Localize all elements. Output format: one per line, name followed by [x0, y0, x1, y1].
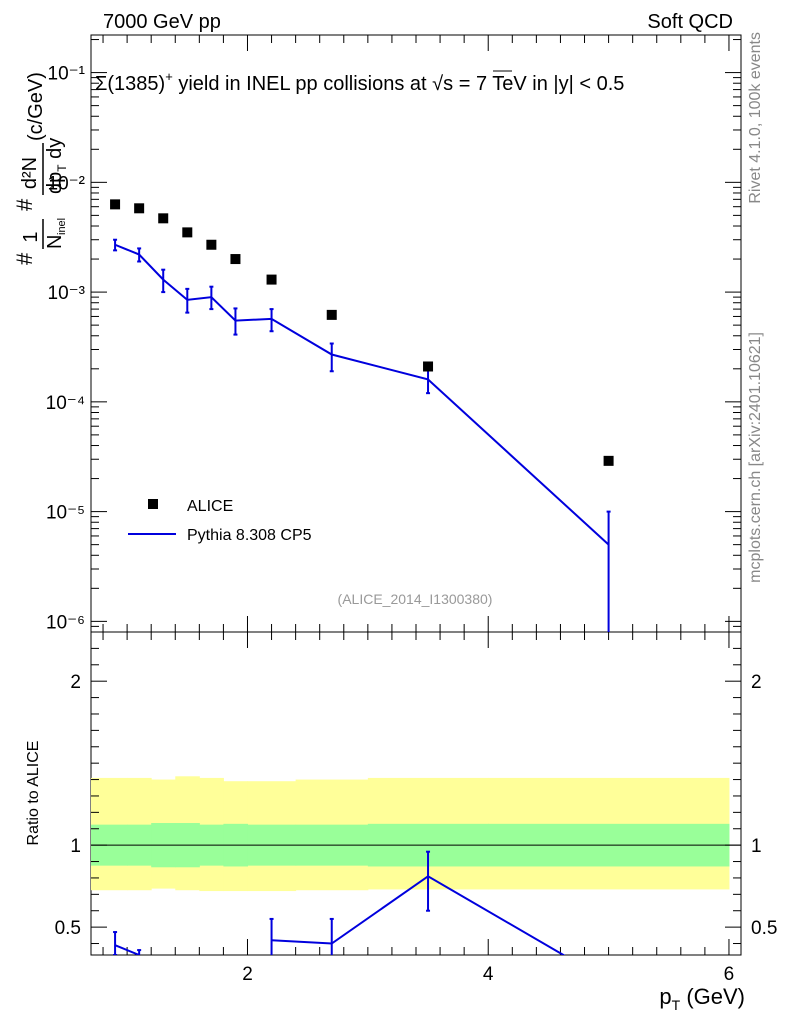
title-charge: +: [165, 69, 173, 84]
header-energy-label: 7000 GeV pp: [103, 11, 221, 33]
x-tick-label: 2: [242, 964, 253, 985]
legend-pythia-label: Pythia 8.308 CP5: [187, 527, 312, 544]
ylabel-frac2-num: d²N: [19, 157, 41, 189]
alice-point: [230, 254, 241, 265]
alice-point: [266, 274, 277, 285]
alice-point: [423, 361, 434, 372]
legend: ALICE Pythia 8.308 CP5: [128, 498, 312, 544]
ylabel-frac1-num: 1: [20, 231, 42, 242]
main-y-tick-label: 10⁻⁴: [46, 393, 85, 414]
alice-point: [134, 203, 145, 214]
legend-alice-marker: [148, 499, 158, 509]
x-tick-label: 4: [483, 964, 494, 985]
main-y-tick-label: 10⁻²: [48, 173, 86, 194]
ratio-y-tick-label-right: 1: [751, 836, 762, 857]
alice-point: [206, 239, 217, 250]
main-y-axis-label: # 1 N inel # d²N dpT dy (c/GeV): [12, 72, 69, 265]
ratio-y-tick-label-right: 2: [751, 672, 762, 693]
ylabel-units: (c/GeV): [25, 72, 47, 141]
analysis-id-label: (ALICE_2014_I1300380): [338, 591, 493, 607]
ylabel-prefix: #: [12, 252, 37, 265]
plot-title: Σ(1385)+ yield in INEL pp collisions at …: [95, 69, 624, 95]
ratio-y-tick-label-right: 0.5: [751, 918, 777, 939]
alice-point: [326, 309, 337, 320]
pythia-ratio-series: [113, 850, 566, 955]
ratio-y-tick-label: 2: [70, 672, 81, 693]
pythia-series: [113, 238, 611, 632]
main-y-axis: 10⁻⁶ 10⁻⁵ 10⁻⁴ 10⁻³ 10⁻² 10⁻¹: [46, 39, 741, 633]
xlabel-main: p: [659, 984, 671, 1009]
x-tick-label: 6: [724, 964, 735, 985]
ylabel-frac1-den: N: [44, 235, 66, 249]
ylabel-frac2-den-sub: T: [55, 164, 69, 172]
ylabel-frac2-den-tail: dy: [44, 138, 66, 165]
rivet-version-label: Rivet 4.1.0, 100k events: [747, 32, 764, 204]
ylabel-frac2-den-main: dp: [44, 172, 66, 194]
legend-alice-label: ALICE: [187, 498, 233, 515]
title-sqrt-s: √s: [432, 73, 453, 95]
title-text: yield in INEL pp collisions at: [173, 73, 432, 95]
main-y-tick-label: 10⁻⁶: [46, 612, 85, 633]
main-y-tick-label: 10⁻¹: [48, 64, 86, 85]
title-particle: Σ(1385): [95, 73, 165, 95]
pythia-ratio-line: [114, 944, 140, 955]
ratio-y-tick-label: 1: [70, 836, 81, 857]
ratio-uncertainty-bands: [91, 776, 730, 892]
ylabel-hash: #: [12, 198, 37, 211]
ratio-x-axis: 2 4 6: [102, 632, 735, 985]
alice-point: [110, 199, 121, 210]
alice-point: [182, 227, 193, 238]
ratio-y-axis: 0.5 0.5 1 1 2 2: [55, 647, 777, 945]
alice-point: [603, 455, 614, 466]
main-y-tick-label: 10⁻⁵: [46, 503, 85, 524]
pythia-line: [114, 243, 610, 546]
alice-point: [158, 213, 169, 224]
alice-series: [110, 199, 614, 466]
x-axis-label: pT (GeV): [659, 984, 745, 1013]
xlabel-sub: T: [672, 997, 681, 1013]
ratio-y-tick-label: 0.5: [55, 918, 81, 939]
ratio-clipped-group: [113, 850, 566, 955]
main-y-tick-label: 10⁻³: [48, 283, 86, 304]
xlabel-units: (GeV): [680, 984, 745, 1009]
mcplots-label: mcplots.cern.ch [arXiv:2401.10621]: [747, 332, 764, 583]
title-energy: = 7 TeV in |y| < 0.5: [453, 73, 624, 95]
ylabel-frac2-den: dpT dy: [44, 138, 69, 194]
pythia-ratio-line: [271, 875, 566, 955]
ylabel-frac1-den-sub: inel: [56, 218, 68, 235]
ratio-y-axis-label: Ratio to ALICE: [25, 741, 42, 846]
header-category-label: Soft QCD: [647, 11, 733, 33]
